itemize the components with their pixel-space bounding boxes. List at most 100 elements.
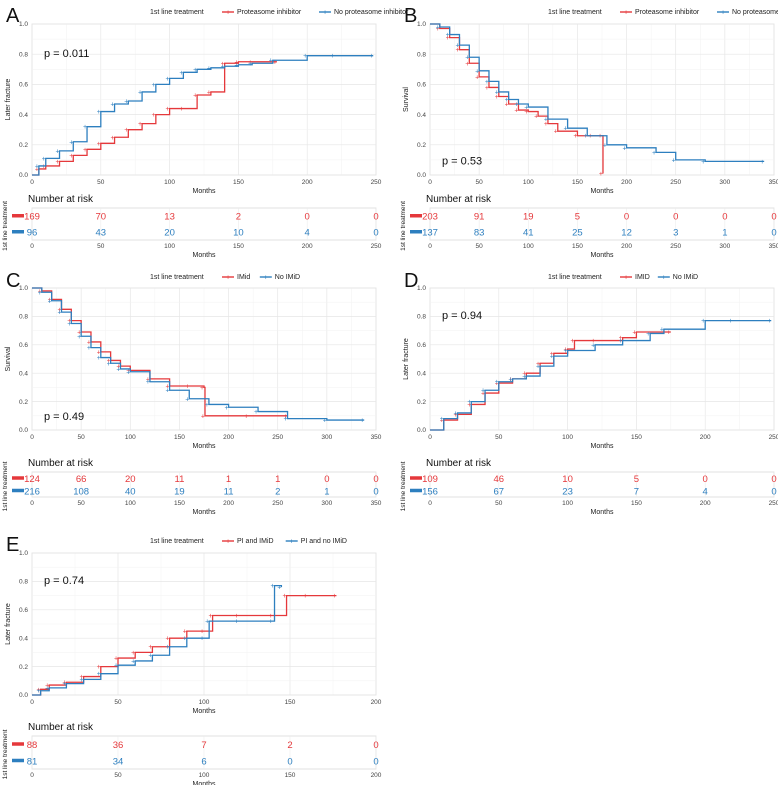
- legend-label-2: No proteasome inhibitor: [334, 9, 409, 16]
- x-tick-label: 150: [285, 699, 296, 706]
- p-value: p = 0.49: [44, 411, 84, 423]
- censor-mark: +: [495, 381, 499, 388]
- risk-count: 0: [305, 212, 310, 223]
- censor-mark: +: [522, 374, 526, 381]
- risk-count: 0: [771, 474, 776, 485]
- x-tick-label: 150: [572, 179, 583, 186]
- risk-title: Number at risk: [28, 722, 94, 733]
- censor-mark: +: [80, 677, 84, 684]
- risk-x-tick: 200: [223, 500, 234, 507]
- censor-mark: +: [200, 629, 204, 636]
- y-tick-label: 1.0: [417, 21, 426, 28]
- censor-mark: +: [209, 613, 213, 620]
- x-tick-label: 100: [164, 179, 175, 186]
- censor-mark: +: [667, 330, 671, 337]
- risk-x-tick: 200: [621, 243, 632, 250]
- y-tick-label: 1.0: [417, 285, 426, 292]
- censor-mark: +: [573, 133, 577, 140]
- censor-mark: +: [269, 58, 273, 65]
- censor-mark: +: [107, 358, 111, 365]
- risk-count: 4: [703, 486, 708, 497]
- y-tick-label: 0.6: [19, 82, 28, 89]
- censor-mark: +: [303, 53, 307, 60]
- x-tick-label: 0: [428, 434, 432, 441]
- panel-e: E 1st line treatment + PI and IMiD + PI and n…: [2, 534, 382, 785]
- y-tick-label: 0.2: [417, 142, 426, 149]
- risk-count: 0: [373, 474, 378, 485]
- risk-row-key-2: [12, 230, 24, 234]
- censor-mark: +: [124, 99, 128, 106]
- risk-row-key-1: [12, 214, 24, 218]
- censor-mark: +: [152, 112, 156, 119]
- risk-count: 5: [575, 212, 580, 223]
- y-tick-label: 0.6: [417, 342, 426, 349]
- risk-x-label: Months: [193, 781, 216, 785]
- risk-count: 3: [673, 228, 678, 239]
- censor-mark: +: [37, 688, 41, 695]
- legend-title: 1st line treatment: [548, 274, 602, 281]
- censor-mark: +: [632, 330, 636, 337]
- censor-mark: +: [83, 124, 87, 131]
- legend-censor-mark: +: [290, 539, 294, 546]
- censor-mark: +: [248, 59, 252, 66]
- legend-label-2: PI and no IMiD: [301, 538, 347, 545]
- censor-mark: +: [126, 369, 130, 376]
- censor-mark: +: [495, 89, 499, 96]
- risk-x-tick: 300: [321, 500, 332, 507]
- y-axis-label: Survival: [5, 346, 12, 371]
- legend: 1st line treatment + PI and IMiD + PI and no…: [150, 538, 347, 546]
- risk-side-label: 1st line treatment: [2, 729, 9, 779]
- y-axis-label: Later fracture: [403, 338, 410, 380]
- risk-x-tick: 150: [233, 243, 244, 250]
- x-tick-label: 50: [97, 179, 105, 186]
- y-tick-label: 0.8: [417, 51, 426, 58]
- y-tick-label: 0.6: [417, 82, 426, 89]
- risk-count: 1: [722, 228, 727, 239]
- risk-count: 0: [373, 486, 378, 497]
- risk-count: 91: [474, 212, 485, 223]
- censor-mark: +: [116, 364, 120, 371]
- risk-title: Number at risk: [28, 458, 94, 469]
- risk-count: 40: [125, 486, 136, 497]
- risk-x-tick: 350: [769, 243, 778, 250]
- risk-side-label: 1st line treatment: [2, 461, 9, 511]
- risk-count: 43: [96, 228, 107, 239]
- risk-count: 0: [373, 756, 378, 767]
- censor-mark: +: [42, 156, 46, 163]
- risk-count: 81: [27, 756, 38, 767]
- censor-mark: +: [619, 335, 623, 342]
- risk-x-tick: 300: [719, 243, 730, 250]
- censor-mark: +: [107, 361, 111, 368]
- censor-mark: +: [564, 126, 568, 133]
- censor-mark: +: [185, 396, 189, 403]
- p-value: p = 0.74: [44, 575, 84, 587]
- censor-mark: +: [67, 321, 71, 328]
- risk-side-label: 1st line treatment: [400, 201, 407, 251]
- censor-mark: +: [505, 102, 509, 109]
- x-tick-label: 50: [114, 699, 122, 706]
- censor-mark: +: [269, 613, 273, 620]
- risk-x-tick: 100: [199, 772, 210, 779]
- risk-row-key-1: [410, 476, 422, 480]
- y-tick-label: 0.8: [19, 314, 28, 321]
- censor-mark: +: [467, 399, 471, 406]
- censor-mark: +: [114, 656, 118, 663]
- plot-area: 0 50 100 150 200 250 0.0 0.2 0.4 0.6 0.8 1.0 Months L…: [5, 21, 382, 195]
- risk-row-key-2: [410, 230, 422, 234]
- km-curve-2: [430, 320, 772, 431]
- y-tick-label: 1.0: [19, 285, 28, 292]
- censor-mark: +: [55, 159, 59, 166]
- risk-count: 203: [422, 212, 438, 223]
- censor-mark: +: [446, 35, 450, 42]
- risk-count: 0: [771, 228, 776, 239]
- censor-mark: +: [467, 402, 471, 409]
- y-tick-label: 0.4: [19, 370, 28, 377]
- censor-mark: +: [591, 338, 595, 345]
- risk-side-label: 1st line treatment: [2, 201, 9, 251]
- censor-mark: +: [35, 166, 39, 173]
- x-tick-label: 150: [631, 434, 642, 441]
- risk-count: 41: [523, 228, 534, 239]
